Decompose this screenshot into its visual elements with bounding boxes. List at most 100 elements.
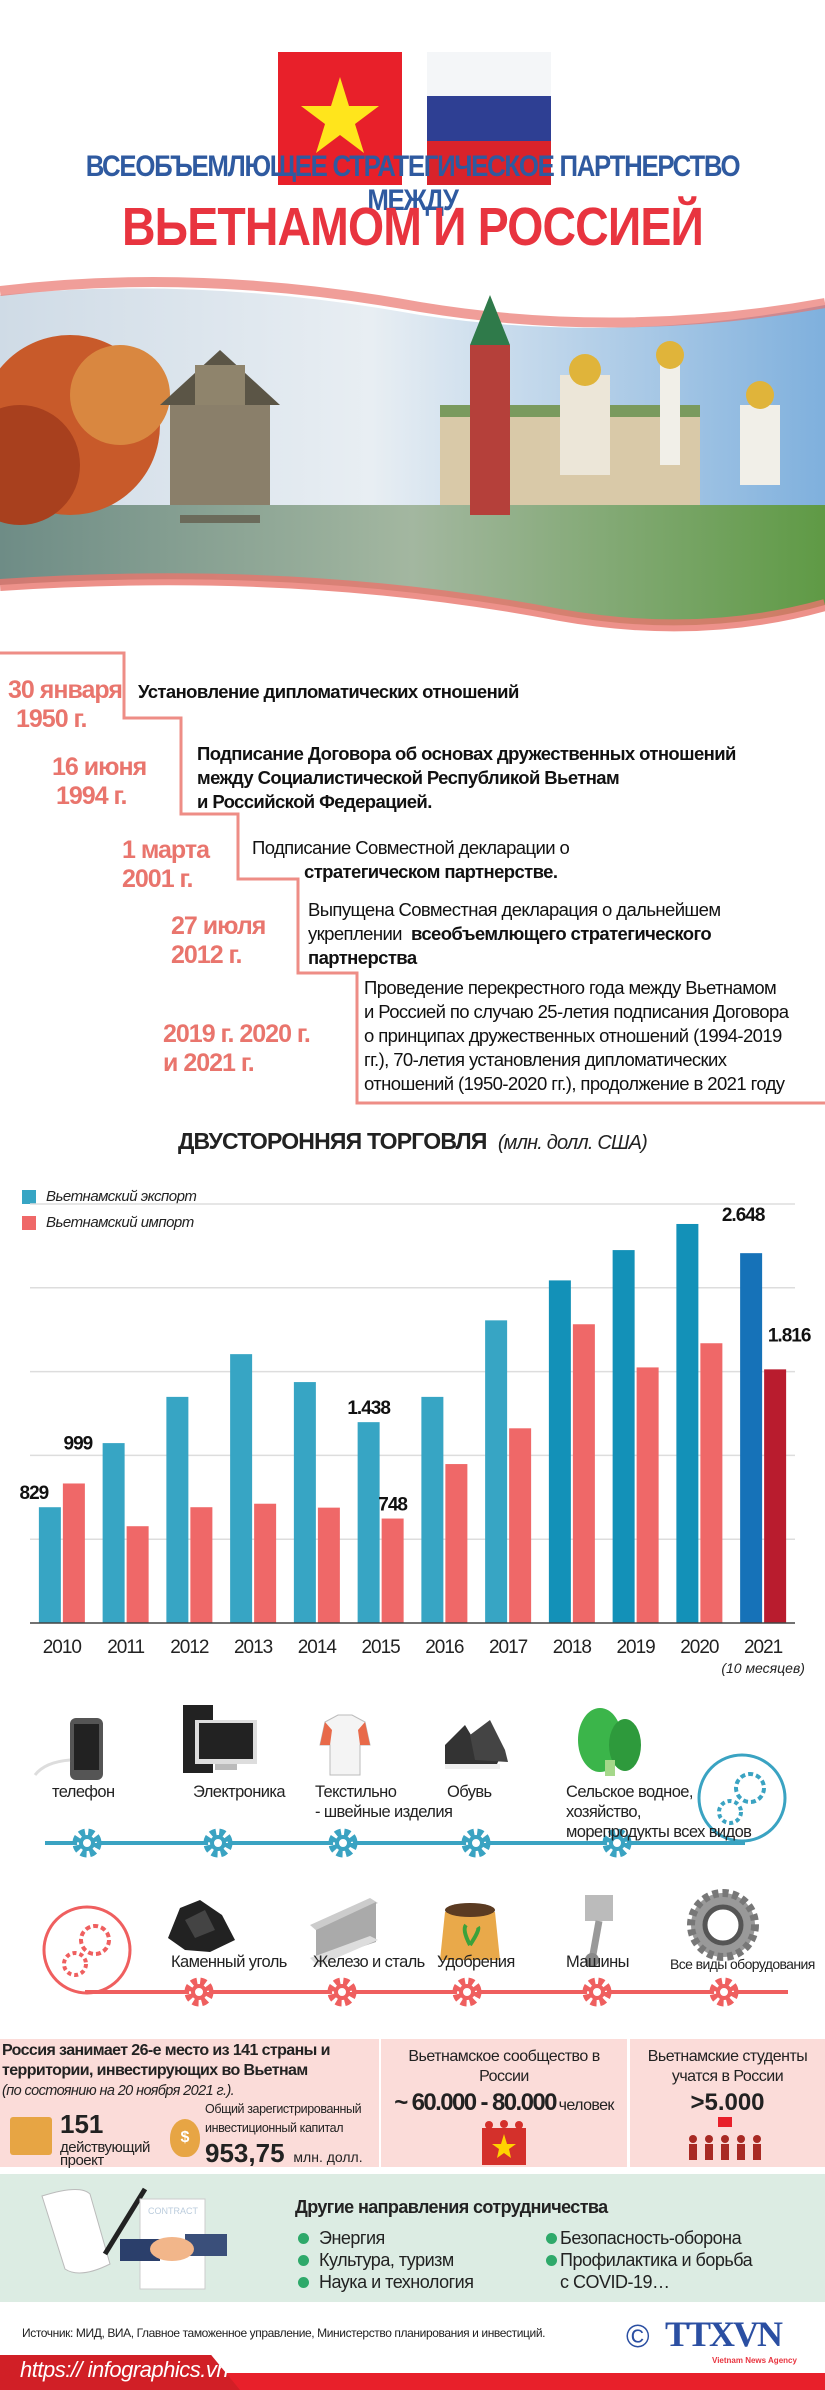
export-label-textiles: Текстильно - швейные изделия [315,1783,453,1821]
projects-label: действующий проект [60,2139,150,2169]
export-bar-2016 [421,1396,444,1623]
import-bar-2013 [254,1503,277,1623]
export-bar-2013 [230,1354,253,1623]
source-note: Источник: МИД, ВИА, Главное таможенное у… [22,2326,546,2340]
export-label-phone: телефон [52,1783,115,1801]
import-gear-marker-icon [582,1977,612,2007]
coop-item-continued: с COVID-19… [560,2272,670,2292]
timeline-event-2012: Выпущена Совместная декларация о дальней… [308,899,721,968]
infographics-link[interactable]: https:// infographics.vn [20,2357,229,2382]
import-label-coal: Каменный уголь [171,1953,287,1971]
x-tick-label: 2020 [680,1637,719,1658]
timeline-date-1950: 30 января 1950 г. [8,676,123,733]
export-gears-icon [697,1753,787,1843]
data-label: 1.816 [768,1325,811,1346]
import-gears-icon [42,1905,132,1995]
import-label-machines: Машины [566,1953,630,1971]
x-tick-label: 2015 [361,1637,400,1658]
export-label-electronics: Электроника [193,1783,286,1801]
subtitle: ВСЕОБЪЕМЛЮЩЕЕ СТРАТЕГИЧЕСКОЕ ПАРТНЕРСТВО… [85,150,741,217]
hero-landmarks-image [0,255,825,655]
products-diagram [33,1705,788,2007]
x-tick-label: 2012 [170,1637,209,1658]
import-bar-2011 [126,1526,149,1623]
logo-subtitle: Vietnam News Agency [712,2356,797,2365]
folder-icon [10,2117,52,2155]
import-bar-2014 [317,1507,340,1623]
data-label: 2.648 [722,1205,765,1226]
export-bar-2015 [357,1422,380,1623]
trade-bar-chart: 2010 2011 2012 2013 2014 2015 2016 2017 2018 2019… [20,1203,812,1676]
projects-count: 151 [60,2109,104,2139]
timeline-date-1994: 16 июня 1994 г. [52,753,147,810]
svg-text:CONTRACT: CONTRACT [148,2206,198,2216]
capital-label: Общий зарегистрированный инвестиционный к… [205,2102,362,2135]
vietnam-flag [278,52,402,185]
x-tick-label: 2019 [616,1637,655,1658]
import-gear-marker-icon [184,1977,214,2007]
legend-swatch-import [22,1215,36,1230]
import-label-steel: Железо и сталь [313,1953,425,1971]
computer-icon [183,1705,257,1773]
export-bar-2019 [612,1250,635,1623]
data-label: 829 [20,1483,49,1504]
import-gear-marker-icon [452,1977,482,2007]
data-label: 999 [64,1433,93,1454]
fertilizer-bag-icon [440,1903,500,1960]
coal-icon [168,1900,235,1952]
import-bar-2020 [700,1343,723,1623]
x-tick-label: 2016 [425,1637,464,1658]
contract-handshake-icon: CONTRACT [41,2187,227,2290]
x-tick-label: 2013 [234,1637,273,1658]
x-tick-label: 2017 [489,1637,528,1658]
timeline-step-line [0,651,825,1105]
coop-item: Энергия [298,2228,385,2248]
export-bar-2017 [485,1320,508,1623]
students-count: >5.000 [690,2089,765,2116]
shirt-icon [319,1714,371,1776]
export-gear-marker-icon [203,1828,233,1858]
cooperation-title: Другие направления сотрудничества [295,2197,608,2217]
gear-wheel-icon [687,1889,759,1961]
export-bar-2012 [166,1396,189,1623]
export-bar-2021 [740,1253,763,1623]
students-box: Вьетнамские студенты учатся в России >5.0… [630,2039,825,2167]
timeline-date-2019-2021: 2019 г. 2020 г. и 2021 г. [163,1020,311,1077]
import-bar-2010 [62,1483,85,1623]
investment-box: Россия занимает 26-е место из 141 страны… [0,2039,379,2169]
chart-title: ДВУСТОРОННЯЯ ТОРГОВЛЯ (млн. долл. США) [177,1128,648,1154]
people-flag-icon [482,2120,526,2165]
capital-value: 953,75 млн. долл. [205,2138,363,2168]
export-bar-2011 [102,1443,125,1623]
x-tick-label: 2014 [298,1637,338,1658]
export-bar-2020 [676,1223,699,1623]
coop-item: Профилактика и борьба [546,2250,753,2270]
export-gear-marker-icon [328,1828,358,1858]
copyright-icon: © [626,2318,650,2354]
import-bar-2018 [572,1324,595,1623]
timeline-date-2001: 1 марта 2001 г. [122,836,210,893]
import-bar-2015 [381,1518,404,1623]
import-bar-2019 [636,1367,659,1623]
import-bar-2021 [764,1369,787,1623]
phone-icon [33,1718,103,1780]
x-tick-label: 2021 [744,1637,783,1658]
steel-beam-icon [310,1898,378,1966]
export-bar-2018 [548,1280,571,1623]
x-tick-note: (10 месяцев) [721,1660,805,1676]
x-tick-label: 2010 [43,1637,82,1658]
piston-icon [585,1895,613,1967]
x-tick-label: 2018 [553,1637,592,1658]
page-title: ВЬЕТНАМОМ И РОССИЕЙ [122,197,704,257]
ttxvn-logo: TTXVN [665,2314,783,2354]
community-box: Вьетнамское сообщество в России ~ 60.000 … [381,2039,627,2167]
export-label-shoes: Обувь [447,1783,492,1801]
export-gear-marker-icon [461,1828,491,1858]
timeline-event-1950: Установление дипломатических отношений [138,681,519,702]
import-label-equipment: Все виды оборудования [670,1956,815,1972]
timeline-date-2012: 27 июля 2012 г. [171,912,266,969]
import-gear-marker-icon [327,1977,357,2007]
import-bar-2016 [445,1464,468,1623]
import-bar-2012 [190,1507,213,1623]
legend-export: Вьетнамский экспорт [22,1188,197,1205]
